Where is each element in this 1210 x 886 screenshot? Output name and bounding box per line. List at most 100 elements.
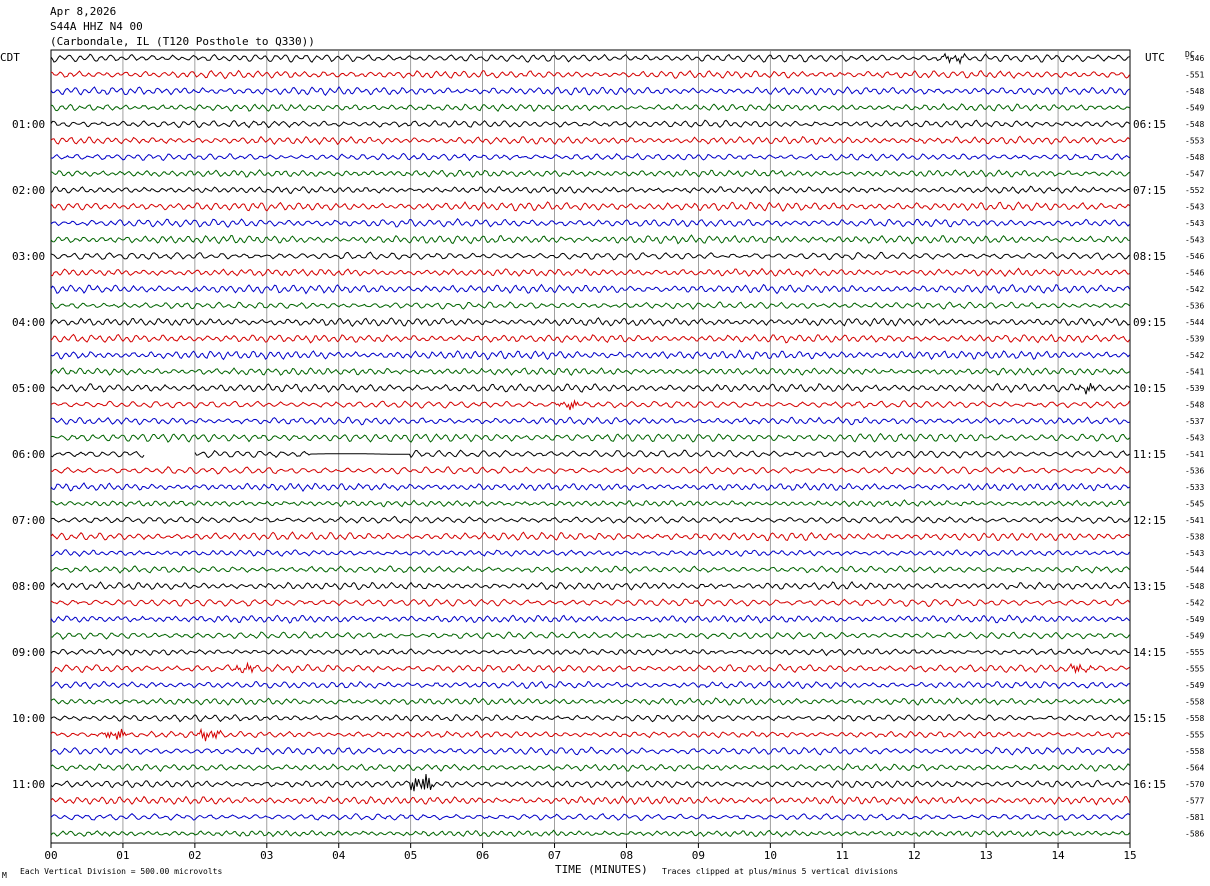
trace-line (50, 549, 1130, 557)
header-channel: S44A HHZ N4 00 (50, 20, 143, 33)
trace-line (50, 201, 1130, 212)
dc-offset-label: -586 (1185, 830, 1204, 839)
trace-line (50, 774, 1130, 792)
dc-offset-label: -533 (1185, 483, 1204, 492)
trace-line (50, 746, 1130, 756)
x-tick-label: 04 (332, 849, 346, 862)
trace-line (50, 416, 1130, 426)
x-tick-label: 07 (548, 849, 561, 862)
trace-line (50, 119, 1130, 129)
dc-offset-label: -548 (1185, 582, 1204, 591)
right-hour-label: 10:15 (1133, 382, 1166, 395)
x-tick-label: 08 (620, 849, 633, 862)
trace-line (50, 317, 1130, 327)
x-tick-label: 06 (476, 849, 489, 862)
header-location: (Carbondale, IL (T120 Posthole to Q330)) (50, 35, 315, 48)
trace-line (50, 515, 1130, 525)
trace-line (50, 449, 1130, 459)
dc-offset-label: -552 (1185, 186, 1204, 195)
left-hour-label: 02:00 (12, 184, 45, 197)
dc-offset-label: -581 (1185, 813, 1204, 822)
dc-offset-label: -543 (1185, 549, 1204, 558)
dc-offset-label: -539 (1185, 335, 1204, 344)
trace-line (50, 251, 1130, 261)
dc-offset-label: -541 (1185, 368, 1204, 377)
dc-offset-label: -544 (1185, 566, 1204, 575)
trace-line (50, 432, 1130, 443)
dc-offset-label: -544 (1185, 318, 1204, 327)
dc-offset-label: -555 (1185, 665, 1204, 674)
right-hour-label: 07:15 (1133, 184, 1166, 197)
x-tick-label: 02 (188, 849, 201, 862)
x-tick-label: 15 (1123, 849, 1136, 862)
trace-line (50, 466, 1130, 475)
dc-offset-label: -548 (1185, 401, 1204, 410)
dc-offset-labels: -546 -551 -548 -549 -548 -553 -548 -547 -552 -543… (1185, 54, 1204, 839)
dc-offset-label: -549 (1185, 681, 1204, 690)
right-hour-label: 09:15 (1133, 316, 1166, 329)
dc-offset-label: -558 (1185, 747, 1204, 756)
dc-offset-label: -570 (1185, 780, 1204, 789)
right-hour-label: 08:15 (1133, 250, 1166, 263)
x-tick-label: 13 (980, 849, 993, 862)
dc-offset-label: -548 (1185, 120, 1204, 129)
left-hour-label: 03:00 (12, 250, 45, 263)
dc-offset-label: -542 (1185, 351, 1204, 360)
trace-line (50, 565, 1130, 574)
dc-offset-label: -543 (1185, 434, 1204, 443)
trace-line (50, 499, 1130, 508)
dc-offset-label: -577 (1185, 797, 1204, 806)
left-hour-label: 08:00 (12, 580, 45, 593)
trace-line (50, 661, 1130, 675)
dc-offset-label: -548 (1185, 153, 1204, 162)
dc-offset-label: -545 (1185, 500, 1204, 509)
left-hour-label: 01:00 (12, 118, 45, 131)
left-hour-label: 11:00 (12, 778, 45, 791)
clip-note: Traces clipped at plus/minus 5 vertical … (662, 867, 898, 876)
dc-offset-label: -555 (1185, 731, 1204, 740)
dc-offset-label: -558 (1185, 698, 1204, 707)
trace-line (50, 367, 1130, 376)
trace-line (50, 680, 1130, 690)
trace-line (50, 52, 1130, 66)
trace-line (50, 383, 1130, 395)
trace-line (50, 283, 1130, 295)
dc-offset-label: -547 (1185, 170, 1204, 179)
right-hour-labels: 06:15 07:15 08:15 09:15 10:15 11:15 12:15 13:15… (1133, 118, 1166, 791)
trace-line (50, 185, 1130, 195)
trace-line (50, 234, 1130, 245)
left-hour-label: 05:00 (12, 382, 45, 395)
x-tick-label: 09 (692, 849, 705, 862)
trace-line (50, 69, 1130, 80)
dc-offset-label: -542 (1185, 285, 1204, 294)
dc-offset-label: -546 (1185, 54, 1204, 63)
dc-offset-label: -543 (1185, 219, 1204, 228)
dc-title: DC (1185, 50, 1195, 59)
header-date: Apr 8,2026 (50, 5, 116, 18)
left-hour-labels: 01:00 02:00 03:00 04:00 05:00 06:00 07:00 08:00… (12, 118, 45, 791)
seismogram-traces (50, 52, 1130, 838)
trace-line (50, 152, 1130, 162)
left-axis-title: CDT (0, 51, 20, 64)
right-hour-label: 12:15 (1133, 514, 1166, 527)
trace-line (50, 349, 1130, 361)
dc-offset-label: -543 (1185, 203, 1204, 212)
dc-offset-label: -536 (1185, 302, 1204, 311)
trace-line (50, 763, 1130, 772)
trace-line (50, 829, 1130, 838)
dc-offset-label: -542 (1185, 599, 1204, 608)
dc-offset-label: -548 (1185, 87, 1204, 96)
dc-offset-label: -536 (1185, 467, 1204, 476)
trace-line (50, 531, 1130, 542)
right-hour-label: 14:15 (1133, 646, 1166, 659)
dc-offset-label: -551 (1185, 71, 1204, 80)
dc-offset-label: -541 (1185, 450, 1204, 459)
dc-offset-label: -555 (1185, 648, 1204, 657)
dc-offset-label: -538 (1185, 533, 1204, 542)
trace-line (50, 812, 1130, 821)
trace-line (50, 267, 1130, 278)
left-hour-label: 06:00 (12, 448, 45, 461)
plot-frame (50, 49, 1131, 844)
trace-line (50, 398, 1130, 411)
